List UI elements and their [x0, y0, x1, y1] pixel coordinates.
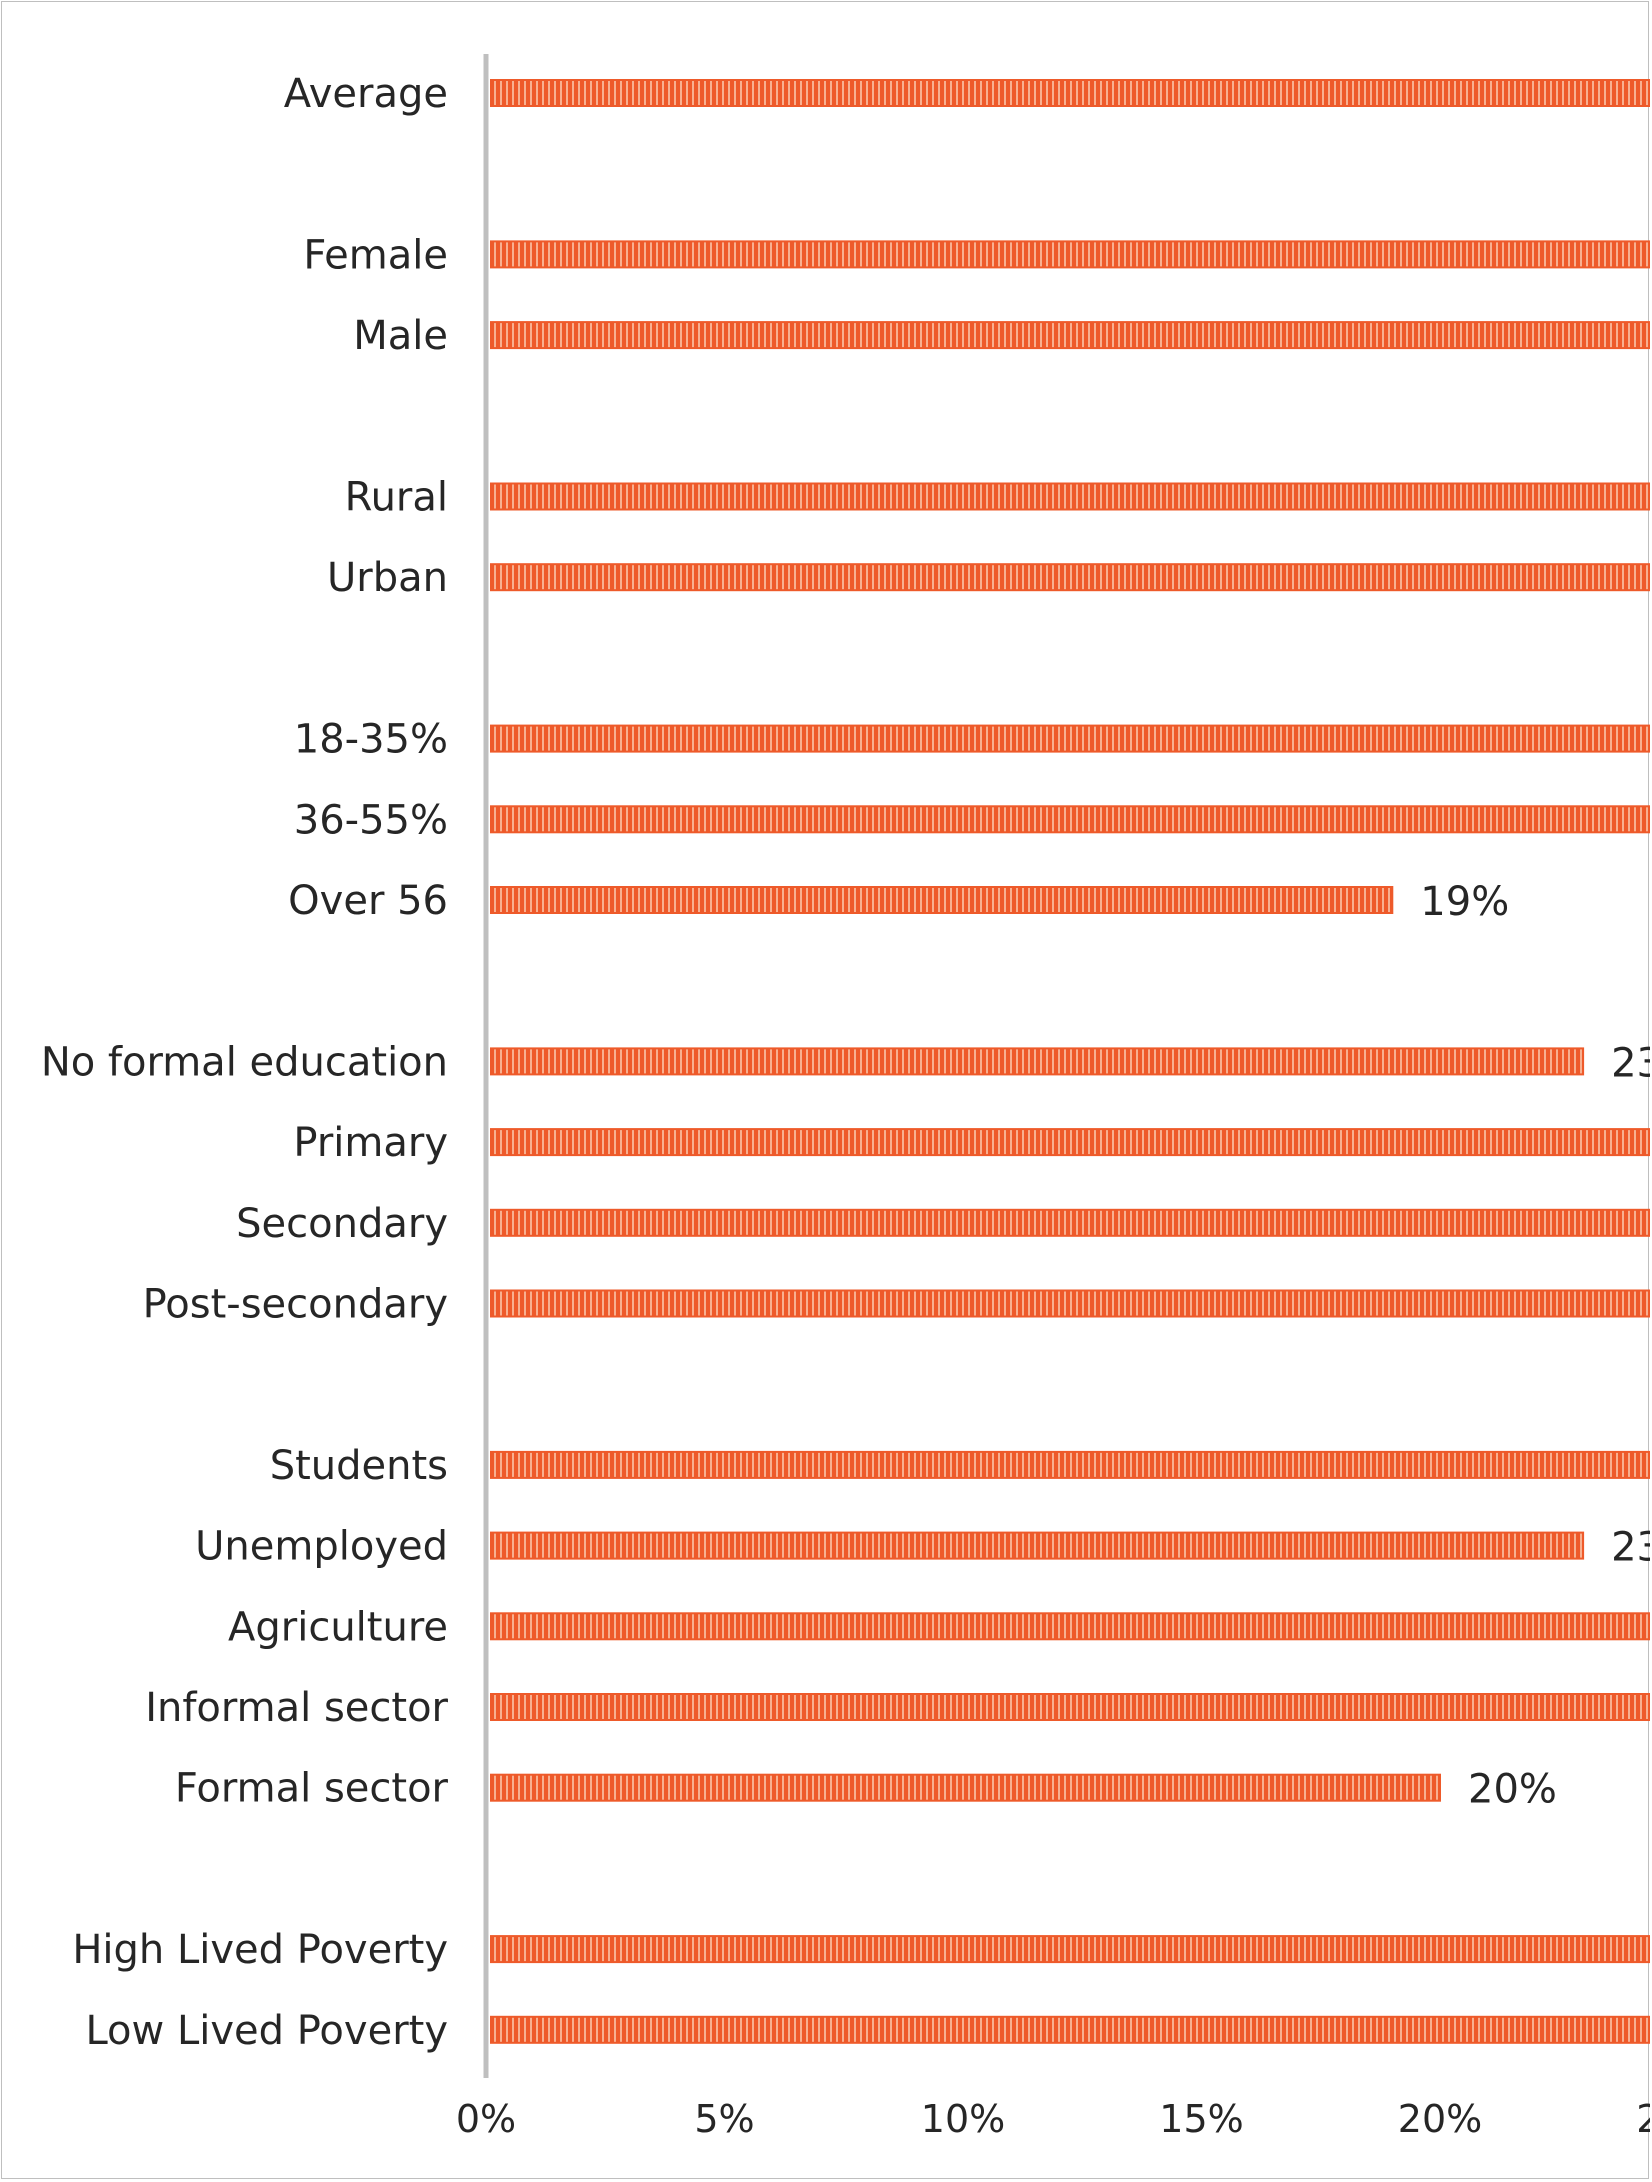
category-label: 18-35% — [294, 717, 448, 763]
data-label: 23% — [1611, 1525, 1650, 1571]
bar — [490, 563, 1650, 592]
x-tick-label: 5% — [694, 2097, 754, 2141]
data-label: 20% — [1468, 1767, 1557, 1813]
x-axis-ticks: 0%5%10%15%20%25%30%35%40%45% — [456, 2097, 1650, 2141]
bar — [490, 805, 1650, 834]
bar — [490, 79, 1650, 107]
bar — [490, 1935, 1650, 1964]
bar — [490, 724, 1650, 753]
bar — [490, 1773, 1441, 1802]
category-label: Male — [353, 313, 448, 359]
category-label: Average — [284, 71, 448, 117]
category-label: Rural — [345, 475, 448, 521]
category-label: Unemployed — [195, 1524, 448, 1570]
category-label: Over 56 — [288, 878, 448, 924]
x-tick-label: 20% — [1398, 2097, 1482, 2141]
category-label: Urban — [327, 555, 448, 601]
bar — [490, 1693, 1650, 1721]
x-tick-label: 25% — [1636, 2097, 1650, 2141]
x-tick-label: 15% — [1159, 2097, 1243, 2141]
category-label: Low Lived Poverty — [85, 2008, 448, 2054]
category-label: Students — [270, 1443, 448, 1489]
category-label: Post-secondary — [143, 1282, 448, 1328]
bar — [490, 1289, 1650, 1318]
bar — [490, 1208, 1650, 1237]
category-label: Secondary — [236, 1201, 448, 1247]
bar — [490, 1450, 1650, 1479]
x-tick-label: 0% — [456, 2097, 516, 2141]
category-label: Primary — [293, 1120, 448, 1166]
category-label: High Lived Poverty — [72, 1927, 448, 1973]
bar — [490, 1612, 1650, 1641]
bar — [490, 2015, 1650, 2044]
bar — [490, 240, 1650, 269]
labels-layer: Average30%Female30%Male30%Rural25%Urban3… — [41, 71, 1650, 2054]
category-label: Agriculture — [228, 1604, 448, 1650]
category-label: 36-55% — [294, 797, 448, 843]
bar — [490, 321, 1650, 350]
bar — [490, 1047, 1585, 1076]
data-label: 19% — [1420, 879, 1509, 925]
category-label: No formal education — [41, 1039, 448, 1085]
category-label: Female — [303, 232, 448, 278]
bar — [490, 482, 1650, 511]
category-label: Informal sector — [145, 1685, 448, 1731]
data-label: 23% — [1611, 1040, 1650, 1086]
bar — [490, 1128, 1650, 1157]
x-tick-label: 10% — [921, 2097, 1005, 2141]
category-label: Formal sector — [175, 1766, 449, 1812]
bar — [490, 1531, 1585, 1560]
bars-layer — [490, 79, 1650, 2044]
bar — [490, 886, 1394, 914]
